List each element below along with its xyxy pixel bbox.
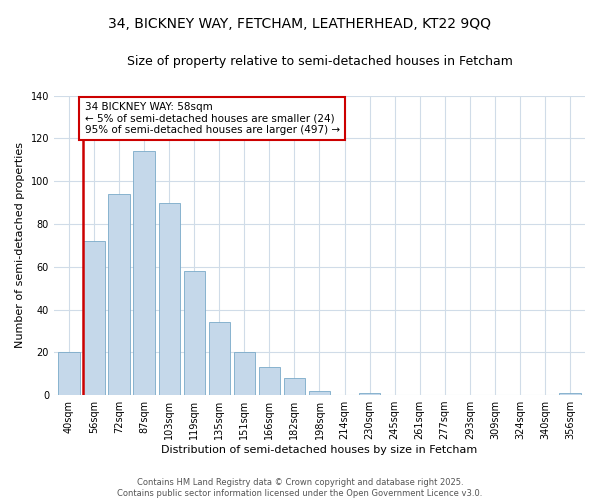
Bar (259, 368, 280, 395)
Bar (284, 378, 305, 395)
Bar (559, 393, 581, 395)
Bar (233, 352, 255, 395)
Text: 34 BICKNEY WAY: 58sqm
← 5% of semi-detached houses are smaller (24)
95% of semi-: 34 BICKNEY WAY: 58sqm ← 5% of semi-detac… (85, 102, 340, 135)
X-axis label: Distribution of semi-detached houses by size in Fetcham: Distribution of semi-detached houses by … (161, 445, 478, 455)
Bar (58, 352, 80, 395)
Bar (158, 202, 180, 395)
Text: Contains HM Land Registry data © Crown copyright and database right 2025.
Contai: Contains HM Land Registry data © Crown c… (118, 478, 482, 498)
Bar (359, 393, 380, 395)
Title: Size of property relative to semi-detached houses in Fetcham: Size of property relative to semi-detach… (127, 55, 512, 68)
Bar (209, 322, 230, 395)
Y-axis label: Number of semi-detached properties: Number of semi-detached properties (15, 142, 25, 348)
Bar (109, 194, 130, 395)
Bar (309, 391, 330, 395)
Text: 34, BICKNEY WAY, FETCHAM, LEATHERHEAD, KT22 9QQ: 34, BICKNEY WAY, FETCHAM, LEATHERHEAD, K… (109, 18, 491, 32)
Bar (83, 241, 104, 395)
Bar (184, 271, 205, 395)
Bar (133, 151, 155, 395)
